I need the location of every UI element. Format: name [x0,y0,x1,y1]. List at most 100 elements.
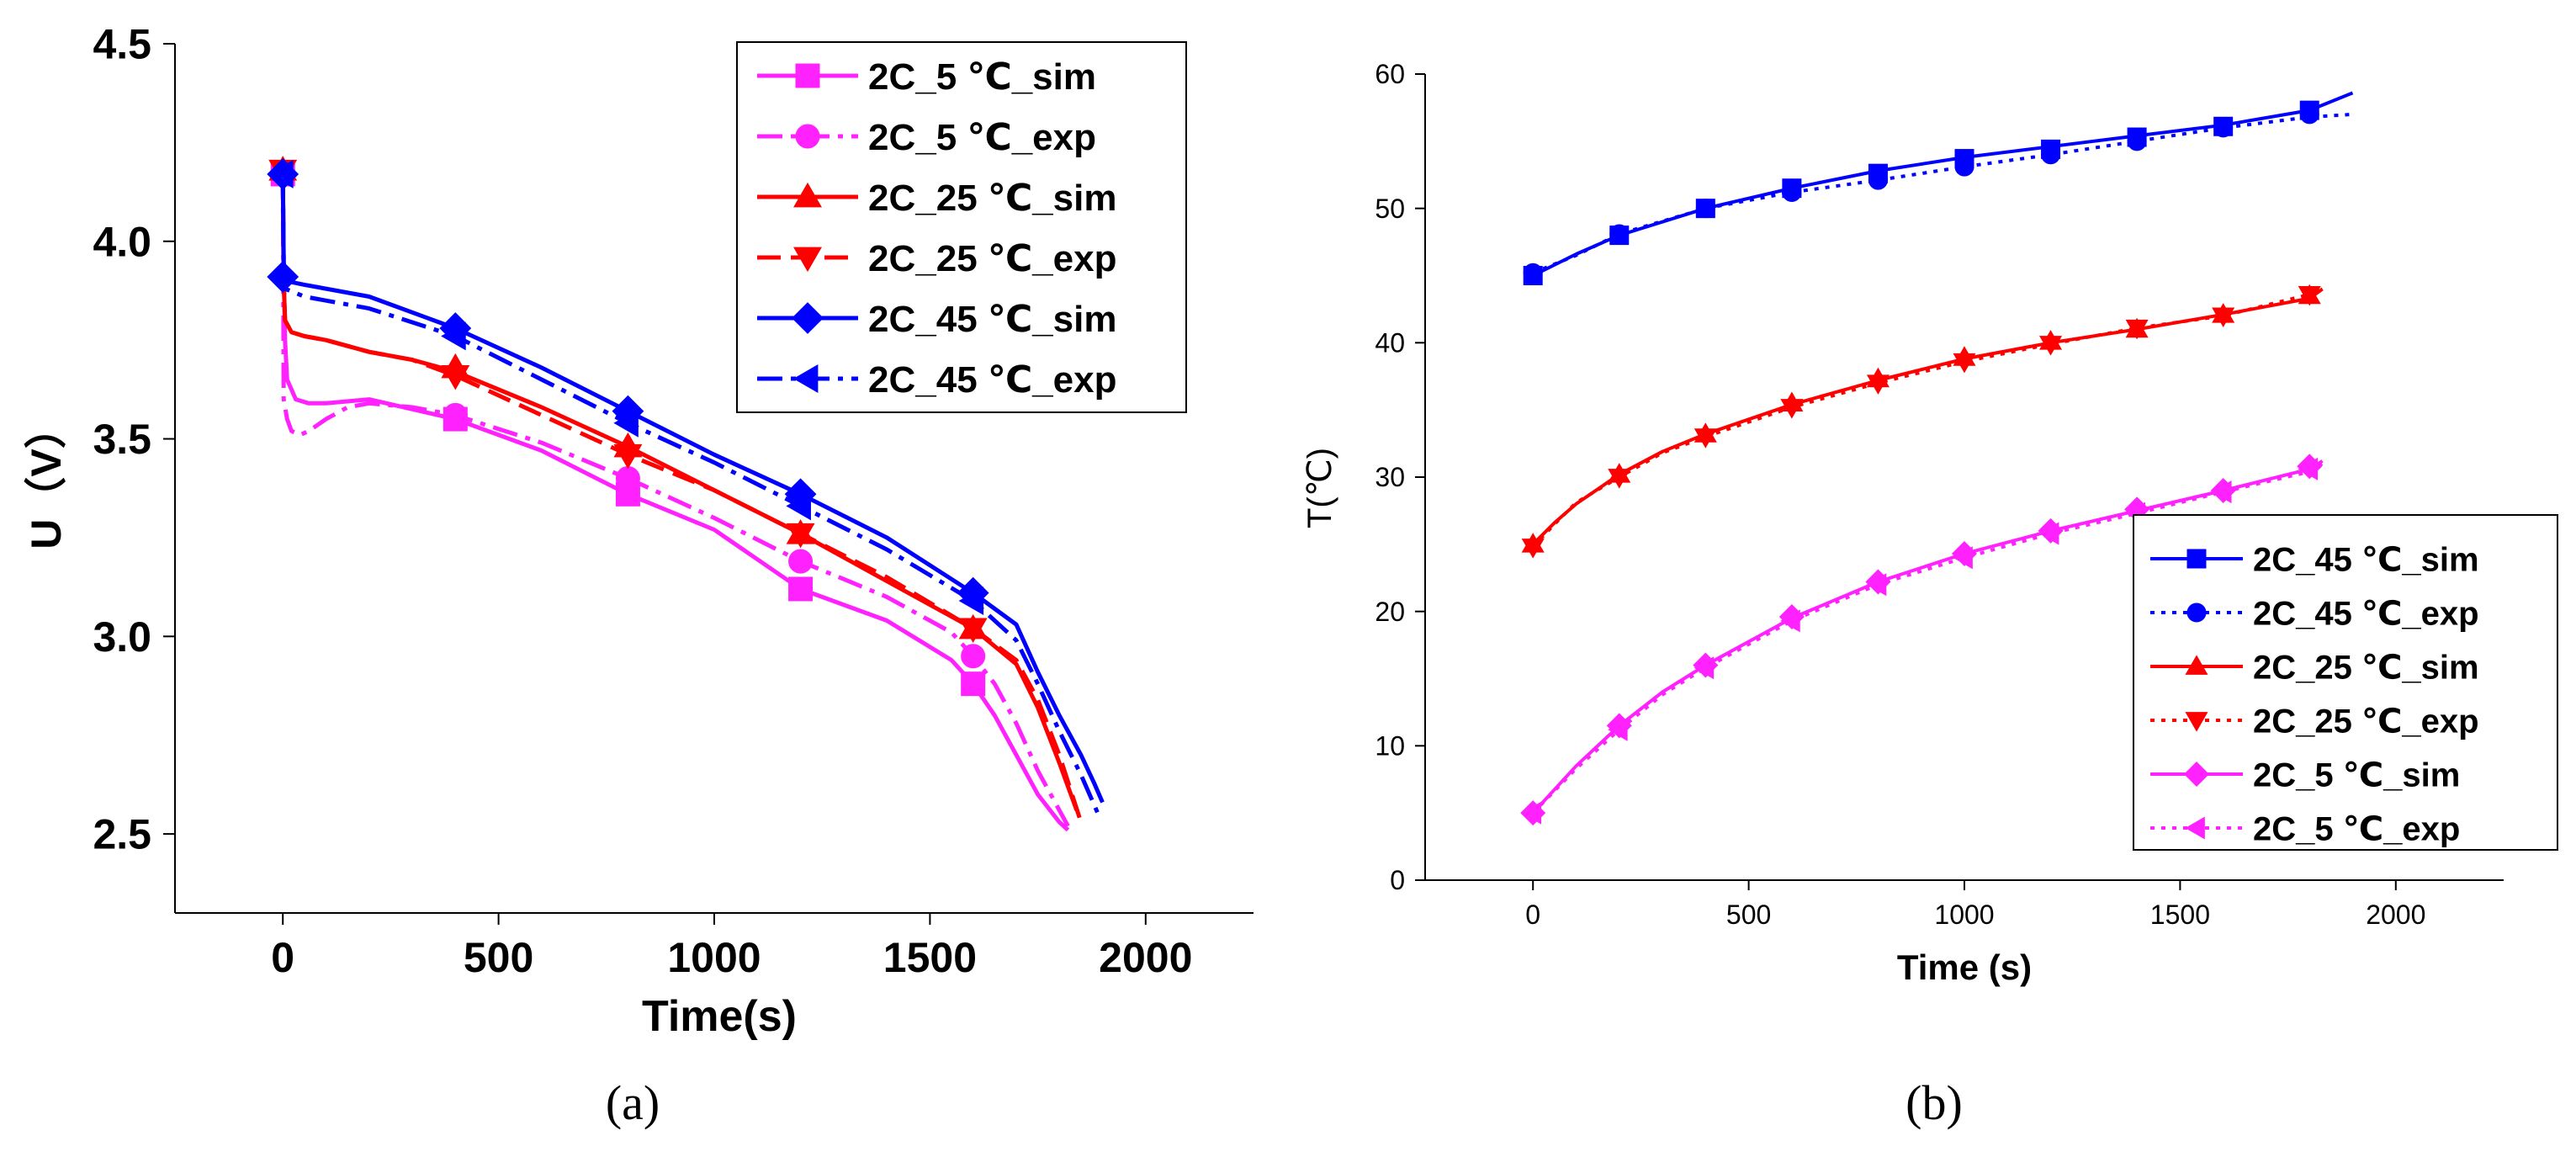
data-point [1695,199,1715,219]
series-line [1531,287,2324,546]
y-tick-label: 0 [1390,865,1405,895]
ticks-b: 0 500 1000 1500 2000 0 10 20 30 40 50 60 [1375,59,2425,930]
caption-a: (a) [606,1075,660,1130]
data-point [961,671,986,697]
data-point [2213,118,2234,138]
x-axis-label-b: Time (s) [1897,947,2032,987]
legend-a: 2C_5 ℃_sim 2C_5 ℃_exp 2C_25 ℃_sim 2C_25 ℃_e… [736,41,1187,413]
data-point [2038,522,2059,545]
x-tick-label: 0 [271,934,294,981]
data-point [441,365,470,390]
legend-label: 2C_5 ℃_exp [868,117,1096,158]
series-line [280,173,1070,827]
data-point [1521,801,1542,825]
series-line [280,173,1079,811]
legend-marker [2185,712,2208,732]
series-line [1532,112,2353,275]
y-tick-label: 30 [1375,462,1405,492]
data-point [1953,353,1976,374]
y-tick-label: 4.5 [93,21,151,68]
legend-label: 2C_25 ℃_sim [868,178,1116,219]
data-point [1953,546,1973,570]
data-point [786,491,811,521]
data-point [2298,286,2321,306]
x-tick-label: 1000 [1934,900,1994,930]
y-tick-label: 60 [1375,59,1405,89]
data-point [1866,573,1887,597]
caption-b: (b) [1905,1075,1963,1130]
data-point [958,586,984,616]
data-point [1693,656,1715,680]
legend-marker [2183,761,2210,788]
y-axis-label-b: T(℃) [1301,448,1338,528]
legend-label: 2C_45 ℃_sim [868,299,1116,340]
plot-area-b [1520,91,2354,826]
data-point [2212,480,2232,504]
data-point [1609,224,1630,244]
legend-entry: 2C_45 ℃_exp [757,359,1116,401]
legend-entry: 2C_25 ℃_sim [2150,649,2479,686]
legend-entry: 2C_25 ℃_exp [757,238,1116,279]
data-point [2299,104,2319,125]
data-point [1608,469,1631,489]
y-tick-label: 3.0 [93,613,151,661]
data-point [1521,539,1545,559]
series-line [280,170,1084,823]
x-tick-label: 1000 [667,934,761,981]
x-tick-label: 500 [1726,900,1771,930]
y-tick-label: 10 [1375,731,1405,762]
data-point [2212,307,2235,328]
x-tick-label: 500 [464,934,533,981]
legend-label: 2C_25 ℃_exp [2253,703,2479,740]
data-point [2041,145,2061,165]
legend-label: 2C_25 ℃_exp [868,238,1116,279]
legend-marker [792,364,819,393]
x-tick-label: 2000 [1099,934,1192,981]
legend-box-b [2133,514,2558,851]
legend-label: 2C_45 ℃_exp [2253,595,2479,632]
data-point [615,466,640,491]
legend-entry: 2C_5 ℃_exp [2150,810,2460,847]
data-point [1693,428,1717,448]
chart-panel-b: 0 500 1000 1500 2000 0 10 20 30 40 50 60 Time (s) T… [1301,59,2558,1130]
data-point [958,618,988,644]
data-point [2039,336,2063,356]
legend-marker [793,247,822,273]
data-point [1780,399,1804,419]
y-tick-label: 20 [1375,597,1405,627]
y-tick-label: 50 [1375,194,1405,224]
legend-label: 2C_45 ℃_exp [868,359,1116,401]
legend-marker [2186,549,2207,569]
legend-entry: 2C_5 ℃_sim [2150,756,2460,793]
data-point [786,523,815,549]
data-point [443,402,468,427]
legend-label: 2C_5 ℃_sim [2253,756,2460,793]
legend-entry: 2C_45 ℃_sim [2150,541,2479,578]
legend-marker [2186,602,2207,623]
y-axis-label-a: U（V） [23,406,70,549]
y-tick-label: 4.0 [93,218,151,265]
data-point [788,549,814,574]
data-point [1868,170,1888,190]
data-point [1780,609,1800,633]
data-point [1608,718,1628,741]
legend-entry: 2C_45 ℃_sim [757,299,1116,340]
y-tick-label: 40 [1375,328,1405,358]
series-2c-25-exp [1521,286,2324,559]
data-point [613,443,643,470]
data-point [1782,183,1802,203]
legend-entry: 2C_45 ℃_exp [2150,595,2479,632]
x-tick-label: 1500 [2150,900,2210,930]
series-line [280,173,1105,804]
legend-label: 2C_45 ℃_sim [2253,541,2479,578]
data-point [441,321,466,351]
y-tick-label: 2.5 [93,811,151,858]
data-point [2125,319,2149,340]
y-tick-label: 3.5 [93,416,151,463]
plot-area-a [267,156,1105,832]
x-axis-label-a: Time(s) [642,992,797,1041]
data-point [1866,374,1890,395]
legend-b: 2C_45 ℃_sim 2C_45 ℃_exp 2C_25 ℃_sim 2C_25 ℃… [2133,514,2558,851]
